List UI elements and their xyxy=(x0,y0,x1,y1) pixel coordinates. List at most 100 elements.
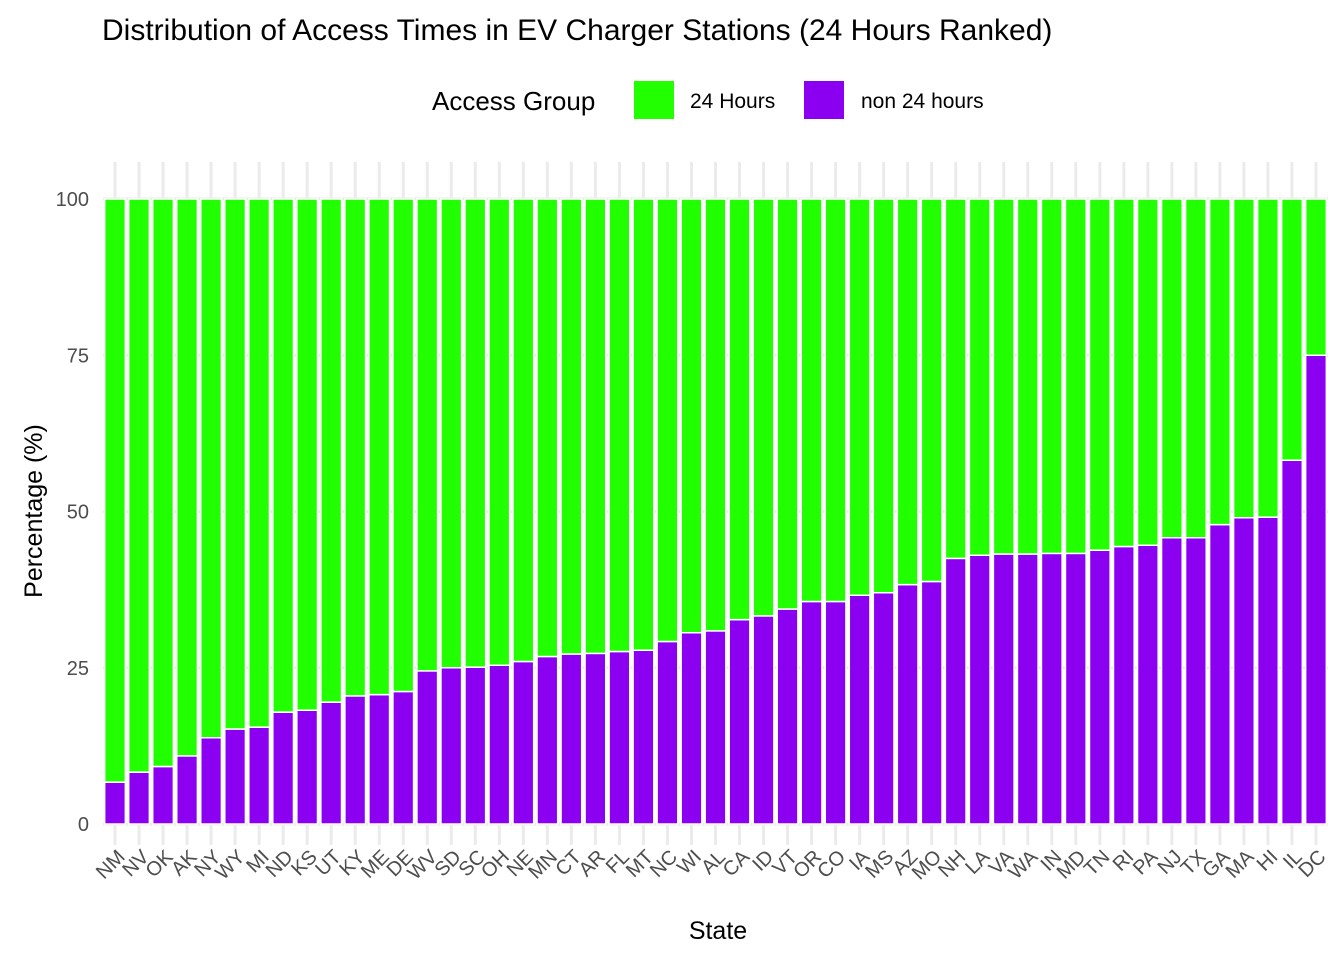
bar-me-non-24-hours xyxy=(368,693,391,825)
y-tick-label: 0 xyxy=(78,814,89,836)
x-axis-ticks: NMNVOKAKNYWYMINDKSUTKYMEDEWVSDSCOHNEMNCT… xyxy=(92,846,1331,885)
bar-nv-non-24-hours xyxy=(127,771,151,825)
bar-oh-24-hours xyxy=(488,198,511,666)
bar-ms-non-24-hours xyxy=(872,592,895,825)
bar-il-24-hours xyxy=(1280,198,1304,461)
bar-wa-non-24-hours xyxy=(1016,553,1039,825)
bar-ct-non-24-hours xyxy=(560,653,583,825)
bar-ne-non-24-hours xyxy=(512,660,535,825)
bar-la-24-hours xyxy=(968,198,991,556)
bar-mn-24-hours xyxy=(536,198,559,658)
bar-dc-non-24-hours xyxy=(1304,354,1328,825)
bar-wy-non-24-hours xyxy=(224,728,247,825)
x-tick-label: TN xyxy=(1080,846,1114,880)
bar-ga-24-hours xyxy=(1208,198,1231,526)
bar-co-24-hours xyxy=(824,198,847,603)
bar-wy-24-hours xyxy=(224,198,247,730)
bar-mt-non-24-hours xyxy=(632,649,655,825)
bar-ak-non-24-hours xyxy=(175,755,199,825)
bar-nm-non-24-hours xyxy=(103,781,127,825)
bar-ar-non-24-hours xyxy=(584,652,607,825)
x-tick-label: DC xyxy=(1295,846,1331,882)
bar-or-non-24-hours xyxy=(800,600,823,825)
x-tick-label: WA xyxy=(1004,846,1042,884)
legend-label-24-hours: 24 Hours xyxy=(690,90,775,113)
legend-title: Access Group xyxy=(432,86,595,116)
bar-pa-24-hours xyxy=(1136,198,1159,546)
bar-nh-24-hours xyxy=(944,198,967,560)
bar-ga-non-24-hours xyxy=(1208,523,1231,825)
bar-ia-non-24-hours xyxy=(848,594,871,825)
legend-swatch-non-24-hours xyxy=(804,81,844,119)
bar-fl-24-hours xyxy=(608,198,631,653)
bar-va-24-hours xyxy=(992,198,1015,555)
bar-md-24-hours xyxy=(1064,198,1087,555)
bar-ma-non-24-hours xyxy=(1232,517,1256,825)
bar-oh-non-24-hours xyxy=(488,664,511,825)
bar-ms-24-hours xyxy=(872,198,895,594)
bar-mn-non-24-hours xyxy=(536,655,559,825)
bar-il-non-24-hours xyxy=(1280,459,1304,825)
bar-de-24-hours xyxy=(392,198,415,693)
bar-me-24-hours xyxy=(368,198,391,696)
bar-az-non-24-hours xyxy=(896,583,919,825)
y-tick-label: 100 xyxy=(56,189,89,211)
bar-nv-24-hours xyxy=(127,198,151,773)
bar-in-24-hours xyxy=(1040,198,1063,555)
bar-wa-24-hours xyxy=(1016,198,1039,555)
bar-nm-24-hours xyxy=(103,198,127,783)
legend-label-non-24-hours: non 24 hours xyxy=(861,90,984,113)
bar-nj-24-hours xyxy=(1160,198,1183,539)
bar-dc-24-hours xyxy=(1304,198,1328,356)
bar-mo-24-hours xyxy=(920,198,943,583)
bar-sd-non-24-hours xyxy=(440,667,463,825)
bar-va-non-24-hours xyxy=(992,553,1015,825)
bar-ky-24-hours xyxy=(344,198,367,697)
bar-al-non-24-hours xyxy=(704,630,727,825)
x-tick-label: WY xyxy=(211,846,249,884)
bar-nd-24-hours xyxy=(272,198,295,713)
legend-swatch-24-hours xyxy=(634,81,674,119)
bar-hi-24-hours xyxy=(1256,198,1280,518)
y-tick-label: 75 xyxy=(67,345,89,367)
bar-nc-24-hours xyxy=(656,198,679,643)
bar-wi-24-hours xyxy=(680,198,703,634)
bar-id-non-24-hours xyxy=(752,615,775,825)
bar-vt-non-24-hours xyxy=(776,608,799,825)
y-tick-label: 50 xyxy=(67,502,89,524)
bar-ny-non-24-hours xyxy=(200,737,223,825)
bar-la-non-24-hours xyxy=(968,554,991,825)
legend: Access Group 24 Hours non 24 hours xyxy=(432,81,984,119)
bar-mo-non-24-hours xyxy=(920,580,943,825)
bar-ks-24-hours xyxy=(296,198,319,711)
x-tick-label: HI xyxy=(1253,846,1283,876)
bar-nh-non-24-hours xyxy=(944,557,967,825)
bar-tx-non-24-hours xyxy=(1184,537,1207,825)
x-axis-title: State xyxy=(689,917,747,945)
y-axis-title: Percentage (%) xyxy=(20,424,48,598)
x-tick-label: CO xyxy=(813,846,850,883)
x-tick-label: CA xyxy=(719,846,755,882)
bar-wv-24-hours xyxy=(416,198,439,672)
bar-az-24-hours xyxy=(896,198,919,586)
bar-ma-24-hours xyxy=(1232,198,1256,519)
bar-sc-24-hours xyxy=(464,198,487,668)
bar-ca-non-24-hours xyxy=(728,618,751,825)
bar-ny-24-hours xyxy=(200,198,223,739)
bar-sc-non-24-hours xyxy=(464,666,487,825)
bar-ri-non-24-hours xyxy=(1112,545,1135,825)
bar-wi-non-24-hours xyxy=(680,632,703,825)
bar-fl-non-24-hours xyxy=(608,650,631,825)
bar-ak-24-hours xyxy=(175,198,199,757)
bar-wv-non-24-hours xyxy=(416,670,439,825)
bar-ky-non-24-hours xyxy=(344,695,367,825)
bar-vt-24-hours xyxy=(776,198,799,610)
bar-ca-24-hours xyxy=(728,198,751,621)
bar-ri-24-hours xyxy=(1112,198,1135,548)
bar-co-non-24-hours xyxy=(824,600,847,825)
x-tick-label: MA xyxy=(1222,846,1259,883)
bar-pa-non-24-hours xyxy=(1136,544,1159,825)
bar-nd-non-24-hours xyxy=(272,711,295,825)
bar-al-24-hours xyxy=(704,198,727,632)
